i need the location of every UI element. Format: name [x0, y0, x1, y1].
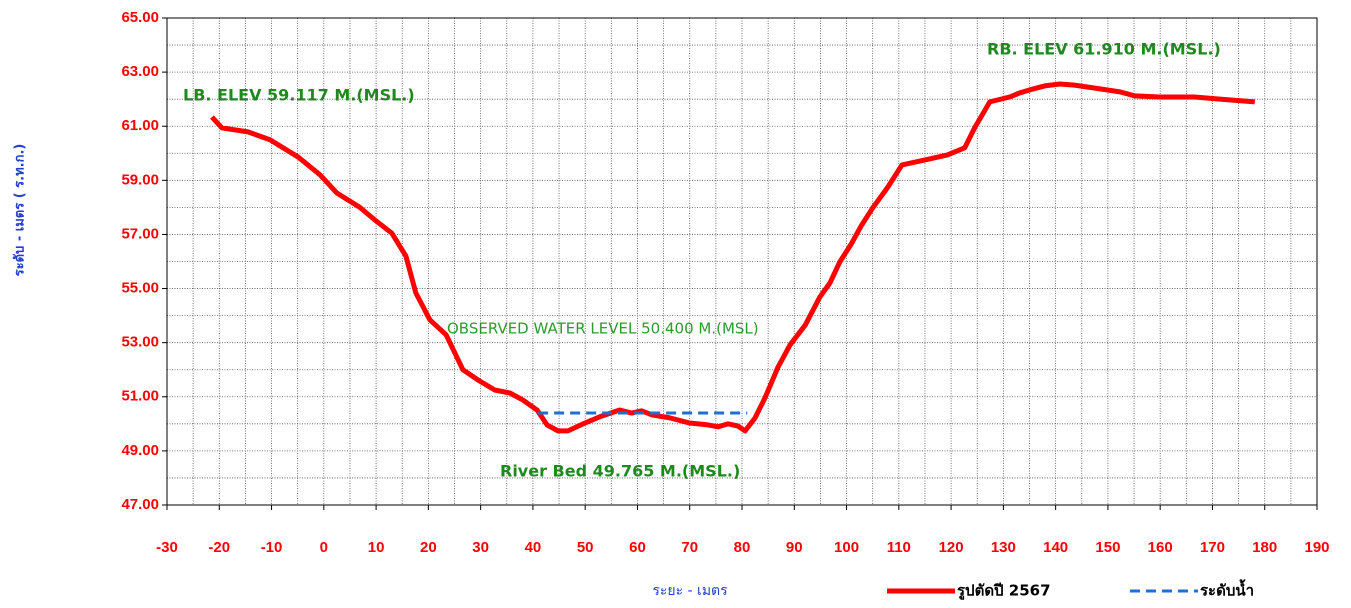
plot-frame: [166, 17, 1318, 506]
x-tick-label: 20: [420, 539, 437, 556]
annotation: River Bed 49.765 M.(MSL.): [500, 462, 740, 481]
y-tick-label: 57.00: [121, 225, 159, 242]
x-tick-label: 100: [834, 539, 859, 556]
y-tick-label: 49.00: [121, 442, 159, 459]
x-tick-label: 140: [1043, 539, 1068, 556]
x-tick-label: -10: [261, 539, 283, 556]
x-tick-label: 160: [1148, 539, 1173, 556]
x-tick-label: 150: [1095, 539, 1120, 556]
y-tick-label: 55.00: [121, 280, 159, 297]
x-tick-label: 120: [939, 539, 964, 556]
series-line: [210, 81, 1255, 434]
x-tick-label: 110: [887, 539, 911, 556]
y-tick-label: 63.00: [121, 63, 159, 80]
y-tick-label: 59.00: [121, 171, 159, 188]
x-tick-label: 50: [577, 539, 594, 556]
x-tick-label: 180: [1252, 539, 1277, 556]
x-tick-label: -30: [156, 539, 178, 556]
x-tick-label: 60: [629, 539, 646, 556]
x-tick-label: 40: [525, 539, 542, 556]
x-tick-label: 80: [734, 539, 751, 556]
annotation: OBSERVED WATER LEVEL 50.400 M.(MSL): [447, 320, 759, 338]
x-tick-label: 130: [991, 539, 1016, 556]
y-tick-label: 47.00: [121, 496, 159, 513]
y-tick-label: 65.00: [121, 9, 159, 26]
y-tick-label: 51.00: [121, 388, 159, 405]
x-tick-label: 30: [472, 539, 489, 556]
legend-label: ระดับน้ำ: [1200, 579, 1254, 600]
x-axis-label: ระยะ - เมตร: [652, 583, 728, 599]
legend-label: รูปตัดปี 2567: [957, 582, 1051, 601]
x-tick-label: 90: [786, 539, 803, 556]
x-tick-label: -20: [208, 539, 230, 556]
x-tick-label: 10: [368, 539, 385, 556]
x-tick-label: 70: [681, 539, 698, 556]
annotation: LB. ELEV 59.117 M.(MSL.): [183, 86, 415, 105]
annotation: RB. ELEV 61.910 M.(MSL.): [987, 40, 1221, 59]
y-tick-label: 53.00: [121, 334, 159, 351]
x-tick-label: 0: [320, 539, 328, 556]
x-tick-label: 170: [1200, 539, 1225, 556]
x-tick-label: 190: [1304, 539, 1329, 556]
y-tick-label: 61.00: [121, 117, 159, 134]
y-axis-label: ระดับ - เมตร ( ร.ท.ก.): [13, 144, 28, 277]
